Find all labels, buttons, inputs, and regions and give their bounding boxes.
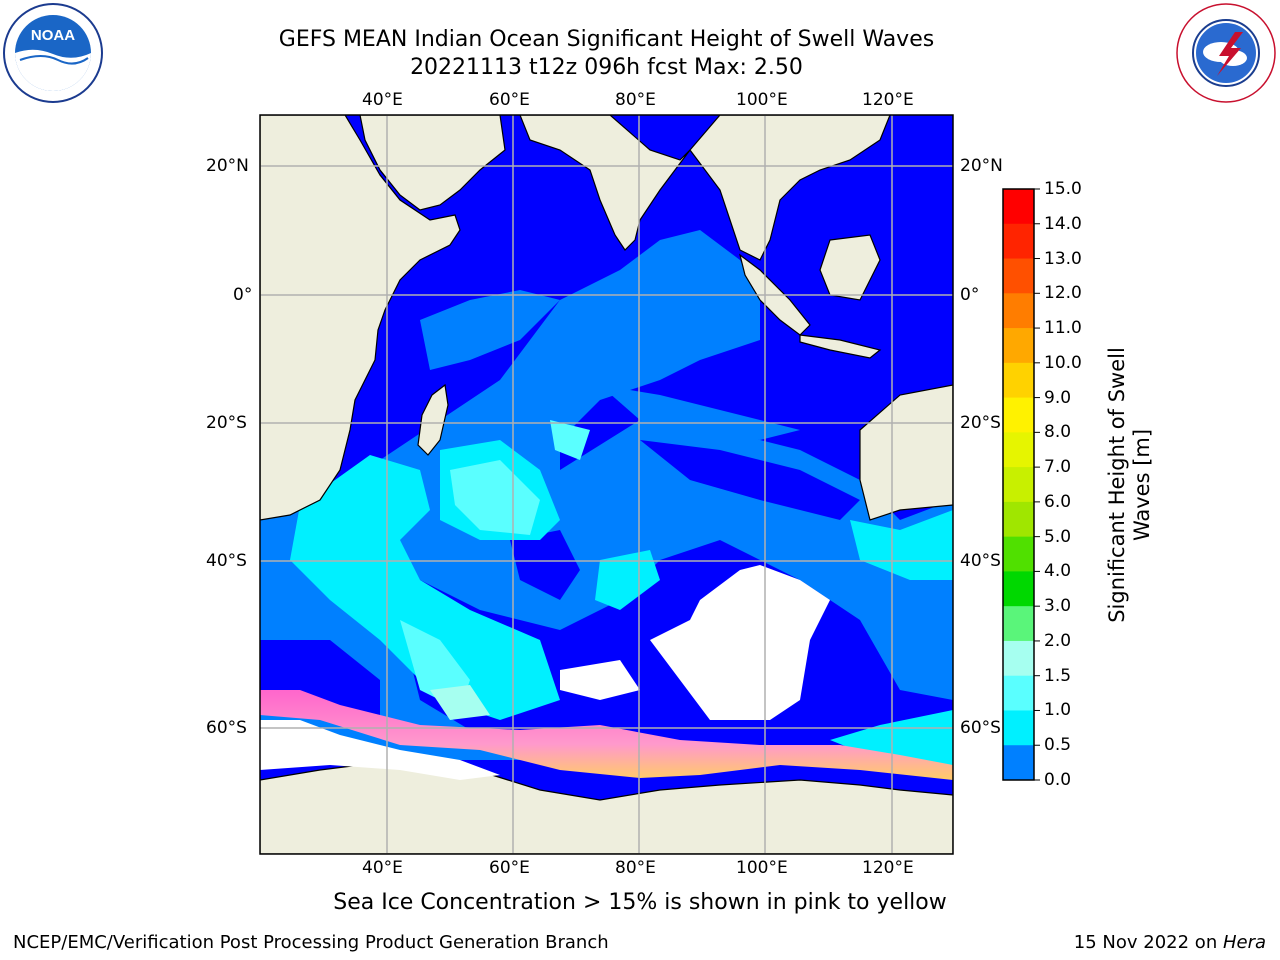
colorbar-tick-label: 13.0 [1044,248,1082,269]
colorbar-cell [1003,710,1034,746]
colorbar-tick-label: 0.0 [1044,770,1072,790]
colorbar-cell [1003,189,1034,225]
lon-label-bottom-40e: 40°E [362,858,403,878]
lat-label-left-20n: 20°N [206,156,249,176]
nws-logo [1175,2,1277,104]
colorbar-tick-label: 6.0 [1044,491,1072,512]
sea-ice-note-text: Sea Ice Concentration > 15% is shown in … [333,890,947,915]
land-masses [260,115,953,854]
lon-label-top-100e: 100°E [736,90,788,110]
lat-label-right-20n: 20°N [960,156,1003,176]
chart-title-line1: GEFS MEAN Indian Ocean Significant Heigh… [278,27,935,52]
colorbar-tick-label: 15.0 [1044,179,1082,199]
lat-label-left-20s: 20°S [206,413,247,433]
colorbar-cell [1003,223,1034,260]
lon-label-bottom-100e: 100°E [736,858,788,878]
lon-label-top-120e: 120°E [862,90,914,110]
lon-label-bottom-60e: 60°E [489,858,530,878]
sea-ice-field [260,690,953,780]
colorbar-cell [1003,675,1034,711]
colorbar-label-line1: Significant Height of Swell [1105,347,1129,623]
colorbar-cell [1003,432,1034,468]
colorbar-tick-label: 4.0 [1044,561,1072,582]
colorbar-label-line2: Waves [m] [1130,428,1154,542]
colorbar-tick-label: 1.5 [1044,665,1072,686]
colorbar-cell [1003,467,1034,503]
lon-label-top-60e: 60°E [489,90,530,110]
lat-label-right-40s: 40°S [960,551,1001,571]
colorbar-frame [1002,188,1035,781]
colorbar-tick-label: 8.0 [1044,422,1072,443]
lon-label-bottom-80e: 80°E [615,858,656,878]
footer-date-text: 15 Nov 2022 on [1073,932,1223,953]
chart-title-line2: 20221113 t12z 096h fcst Max: 2.50 [410,55,803,80]
swell-0-0.5-pockets [260,440,860,715]
map-gridlines [260,115,953,854]
lat-label-left-40s: 40°S [206,551,247,571]
footer-host: Hera [1222,932,1266,953]
swell-2.0-3.0-field [430,685,490,720]
colorbar-tick-label: 14.0 [1044,213,1082,234]
colorbar-tick-label: 7.0 [1044,457,1072,478]
lon-label-bottom-120e: 120°E [862,858,914,878]
borneo-land [819,234,881,301]
colorbar-cell [1003,362,1034,399]
colorbar [1003,188,1040,781]
lat-label-left-60s: 60°S [206,718,247,738]
colorbar-cell [1003,745,1034,781]
colorbar-cell [1003,397,1034,433]
colorbar-tick-label: 0.5 [1044,735,1072,756]
colorbar-tick-label: 10.0 [1044,352,1082,373]
southeast-asia-land [689,115,891,261]
colorbar-tick-label: 11.0 [1044,318,1082,339]
colorbar-cell [1003,571,1034,607]
colorbar-cell [1003,606,1034,642]
noaa-logo-text: NOAA [31,27,75,44]
colorbar-cell [1003,536,1034,572]
colorbar-tick-label: 1.0 [1044,700,1072,721]
india-land [519,115,691,251]
java-land [799,334,882,359]
lon-label-top-80e: 80°E [615,90,656,110]
noaa-logo: NOAA [2,2,104,104]
lat-label-right-0: 0° [960,285,980,305]
colorbar-tick-label: 9.0 [1044,387,1072,408]
colorbar-tick-label: 3.0 [1044,596,1072,617]
footer-credit: NCEP/EMC/Verification Post Processing Pr… [13,932,609,953]
australia-land [859,384,953,521]
madagascar-land [417,383,449,456]
colorbar-cell [1003,640,1034,677]
map-frame [259,114,954,855]
footer-date: 15 Nov 2022 on Hera [1074,932,1266,954]
colorbar-cell [1003,293,1034,329]
swell-0.5-1.0-field [260,230,953,760]
sea-ice-note: Sea Ice Concentration > 15% is shown in … [0,892,1280,914]
colorbar-tick-label: 2.0 [1044,630,1072,651]
lat-label-right-60s: 60°S [960,718,1001,738]
map-area [260,115,953,854]
colorbar-cell [1003,258,1034,294]
lat-label-right-20s: 20°S [960,413,1001,433]
colorbar-tick-label: 5.0 [1044,526,1072,547]
colorbar-cell [1003,501,1034,538]
arabia-land [359,115,506,211]
colorbar-cell [1003,328,1034,364]
lon-label-top-40e: 40°E [362,90,403,110]
no-data-patches [260,565,830,780]
colorbar-tick-label: 12.0 [1044,283,1082,304]
lat-label-left-0: 0° [233,285,253,305]
